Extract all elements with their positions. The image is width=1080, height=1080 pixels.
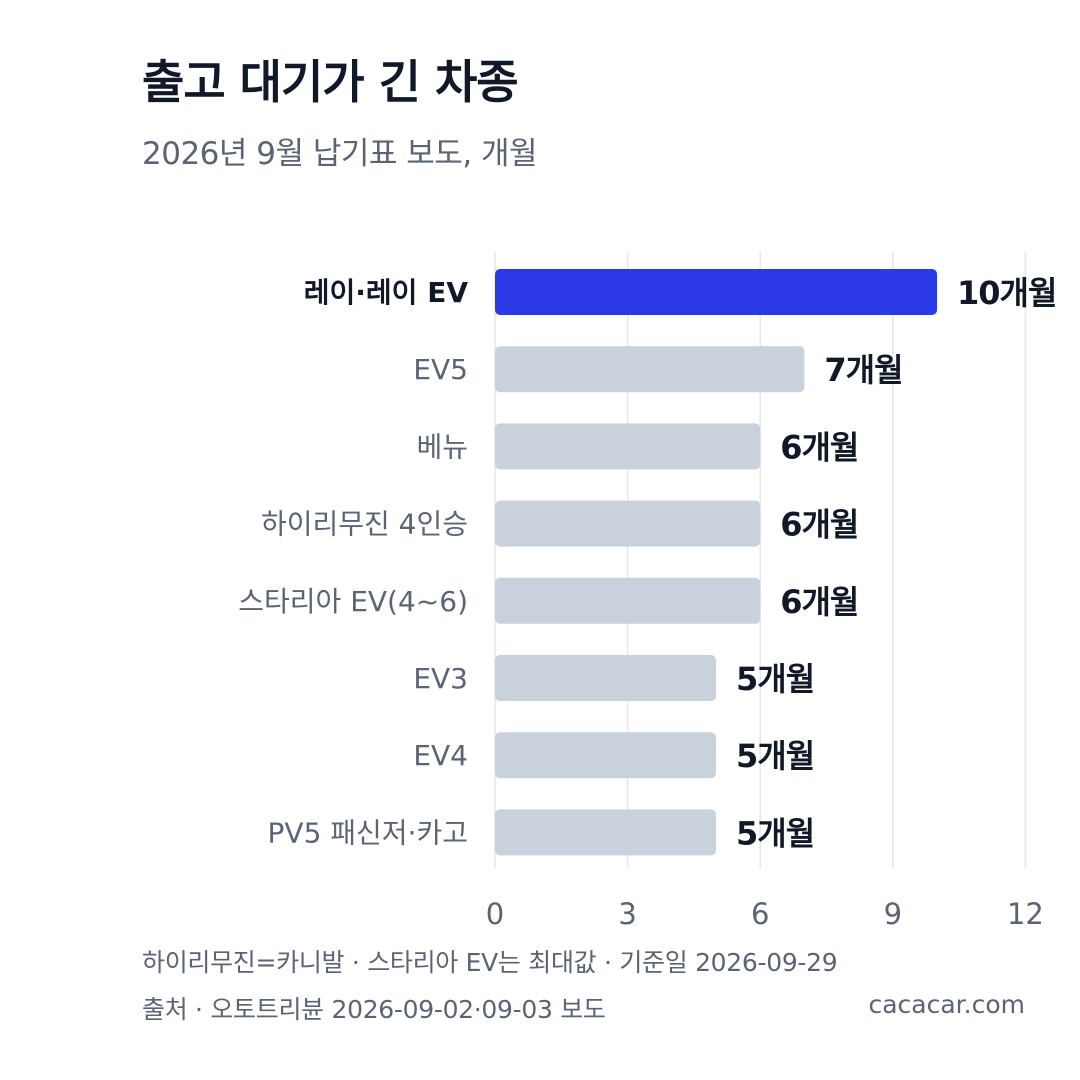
bar: [495, 269, 937, 315]
category-label: 하이리무진 4인승: [261, 508, 468, 541]
chart-title: 출고 대기가 긴 차종: [142, 55, 519, 109]
x-tick-label: 0: [486, 897, 504, 931]
x-tick-label: 3: [618, 897, 636, 931]
category-label: PV5 패신저·카고: [268, 816, 468, 849]
category-label: EV4: [413, 739, 468, 772]
bar: [495, 732, 716, 779]
bar: [495, 500, 761, 547]
x-tick-label: 9: [884, 897, 902, 931]
category-label: 레이·레이 EV: [304, 276, 469, 309]
bar: [495, 809, 716, 856]
value-label: 5개월: [736, 814, 814, 852]
value-label: 5개월: [736, 660, 814, 698]
site-credit: cacacar.com: [868, 990, 1025, 1019]
source-note: 출처 · 오토트리뷴 2026-09-02·09-03 보도: [142, 995, 606, 1024]
category-label: 스타리아 EV(4~6): [238, 585, 468, 618]
value-label: 6개월: [780, 583, 858, 621]
value-label: 6개월: [780, 428, 858, 466]
value-label: 5개월: [736, 737, 814, 775]
category-label: EV5: [413, 353, 468, 386]
category-label: EV3: [413, 662, 468, 695]
value-label: 7개월: [824, 351, 902, 389]
category-label: 베뉴: [416, 430, 468, 463]
bar: [495, 655, 716, 701]
chart-subtitle: 2026년 9월 납기표 보도, 개월: [142, 136, 538, 172]
x-tick-label: 12: [1007, 897, 1044, 931]
bar: [495, 346, 805, 393]
bar: [495, 423, 761, 470]
bar: [495, 577, 761, 624]
footnote: 하이리무진=카니발 · 스타리아 EV는 최대값 · 기준일 2026-09-2…: [142, 948, 838, 977]
x-tick-label: 6: [751, 897, 769, 931]
value-label: 6개월: [780, 506, 858, 544]
value-label: 10개월: [957, 274, 1056, 312]
